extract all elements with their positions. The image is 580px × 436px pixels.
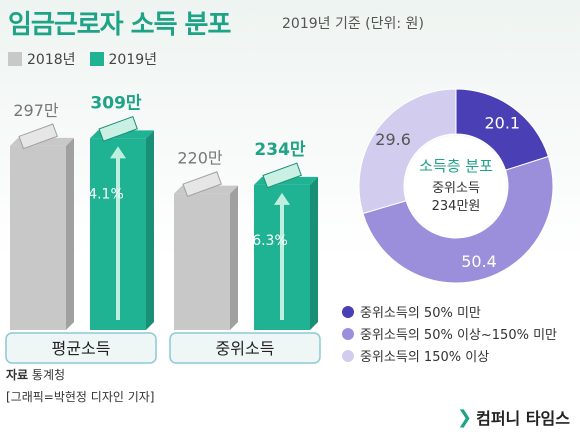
growth-arrow-head <box>110 146 126 159</box>
pie-center-label: 중위소득 <box>432 181 480 196</box>
bar-value-label: 220만 <box>177 149 223 168</box>
money-bill-shape <box>262 162 302 189</box>
legend-label-2018: 2018년 <box>27 52 76 68</box>
pie-center <box>406 136 506 236</box>
pie-legend-swatch <box>342 306 354 318</box>
bar-side-중위소득-2018년 <box>230 185 238 330</box>
growth-arrow-head <box>274 192 290 205</box>
bar-평균소득-2018년 <box>10 145 66 330</box>
brand-name: 컴퍼니 타임스 <box>476 409 570 428</box>
growth-label: 4.1% <box>88 186 124 202</box>
pie-slice <box>358 88 457 215</box>
bar-side-평균소득-2019년 <box>146 130 154 330</box>
bar-value-label: 297만 <box>13 101 59 120</box>
bar-side-평균소득-2018년 <box>66 137 74 330</box>
money-bill-shape <box>98 115 138 142</box>
legend-item-2019: 2019년 <box>89 49 158 69</box>
money-bill-shape <box>18 123 58 150</box>
source-value: 통계청 <box>31 368 66 382</box>
brand-logo: ❯ 컴퍼니 타임스 <box>457 405 570 429</box>
pie-center-value: 234만원 <box>432 199 481 214</box>
pie-title: 소득층 분포 <box>419 157 493 175</box>
chart-subtitle: 2019년 기준 (단위: 원) <box>282 16 424 32</box>
legend-swatch-2019 <box>89 52 104 66</box>
bar-중위소득-2018년 <box>174 193 230 330</box>
money-bill-icon <box>98 115 138 142</box>
pie-legend-label: 중위소득의 150% 이상 <box>360 350 489 365</box>
pie-slice <box>362 155 554 284</box>
money-bill-icon <box>262 162 302 189</box>
pie-slice-label: 29.6 <box>375 130 411 149</box>
pie-legend-swatch <box>342 350 354 362</box>
money-bill-icon <box>18 123 58 150</box>
chevron-right-icon: ❯ <box>457 406 473 428</box>
pie-slice-label: 20.1 <box>484 114 520 133</box>
pie-slice-label: 50.4 <box>461 252 497 271</box>
bar-legend: 2018년 2019년 <box>8 49 157 69</box>
legend-label-2019: 2019년 <box>108 52 158 68</box>
bar-side-중위소득-2019년 <box>310 176 318 330</box>
growth-label: 6.3% <box>252 233 288 249</box>
graphic-credit: [그래픽=박현정 디자인 기자] <box>6 390 155 404</box>
category-label: 평균소득 <box>52 339 111 358</box>
category-label: 중위소득 <box>216 339 275 358</box>
pie-legend-label: 중위소득의 50% 미만 <box>360 306 481 321</box>
pie-legend-swatch <box>342 328 354 340</box>
legend-item-2018: 2018년 <box>8 49 76 69</box>
category-label-box <box>169 332 321 364</box>
legend-swatch-2018 <box>8 52 22 66</box>
money-bill-shape <box>182 171 222 197</box>
bar-value-label: 234만 <box>254 140 305 160</box>
source-note: 자료 통계청 <box>6 366 65 383</box>
pie-legend-label: 중위소득의 50% 이상~150% 미만 <box>360 328 557 343</box>
chart-title: 임금근로자 소득 분포 <box>8 10 231 40</box>
category-label-box <box>5 332 157 364</box>
money-bill-icon <box>182 171 222 197</box>
bar-value-label: 309만 <box>90 93 141 113</box>
source-label: 자료 <box>6 368 29 382</box>
